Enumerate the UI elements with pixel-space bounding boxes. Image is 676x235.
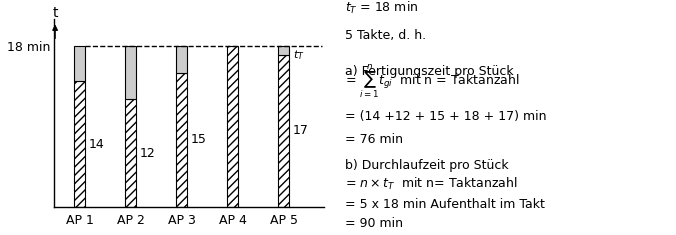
Bar	[176, 46, 187, 73]
Bar	[125, 99, 137, 207]
Text: a) Fertigungszeit pro Stück: a) Fertigungszeit pro Stück	[345, 65, 513, 78]
Text: $t_T$: $t_T$	[293, 48, 305, 62]
Bar	[125, 46, 137, 99]
Bar	[278, 46, 289, 55]
Text: = 90 min: = 90 min	[345, 217, 403, 230]
Text: = $n \times t_T$  mit n= Taktanzahl: = $n \times t_T$ mit n= Taktanzahl	[345, 175, 517, 192]
Bar	[176, 73, 187, 207]
Bar	[74, 82, 85, 207]
Text: t: t	[52, 6, 58, 20]
Text: 14: 14	[89, 138, 104, 151]
Text: 15: 15	[191, 133, 206, 146]
Text: $t_T$ = 18 min: $t_T$ = 18 min	[345, 0, 418, 16]
Text: = 5 x 18 min Aufenthalt im Takt: = 5 x 18 min Aufenthalt im Takt	[345, 199, 545, 212]
Text: = $\sum_{i=1}^{n}t_{gi}$  mit n = Taktanzahl: = $\sum_{i=1}^{n}t_{gi}$ mit n = Taktanz…	[345, 62, 519, 100]
Text: 12: 12	[139, 147, 155, 160]
Text: = 76 min: = 76 min	[345, 133, 403, 146]
Bar	[74, 46, 85, 82]
Bar	[227, 46, 238, 207]
Text: b) Durchlaufzeit pro Stück: b) Durchlaufzeit pro Stück	[345, 159, 508, 172]
Text: = (14 +12 + 15 + 18 + 17) min: = (14 +12 + 15 + 18 + 17) min	[345, 110, 546, 123]
Text: 17: 17	[292, 124, 308, 137]
Text: 5 Takte, d. h.: 5 Takte, d. h.	[345, 29, 426, 42]
Bar	[278, 55, 289, 207]
